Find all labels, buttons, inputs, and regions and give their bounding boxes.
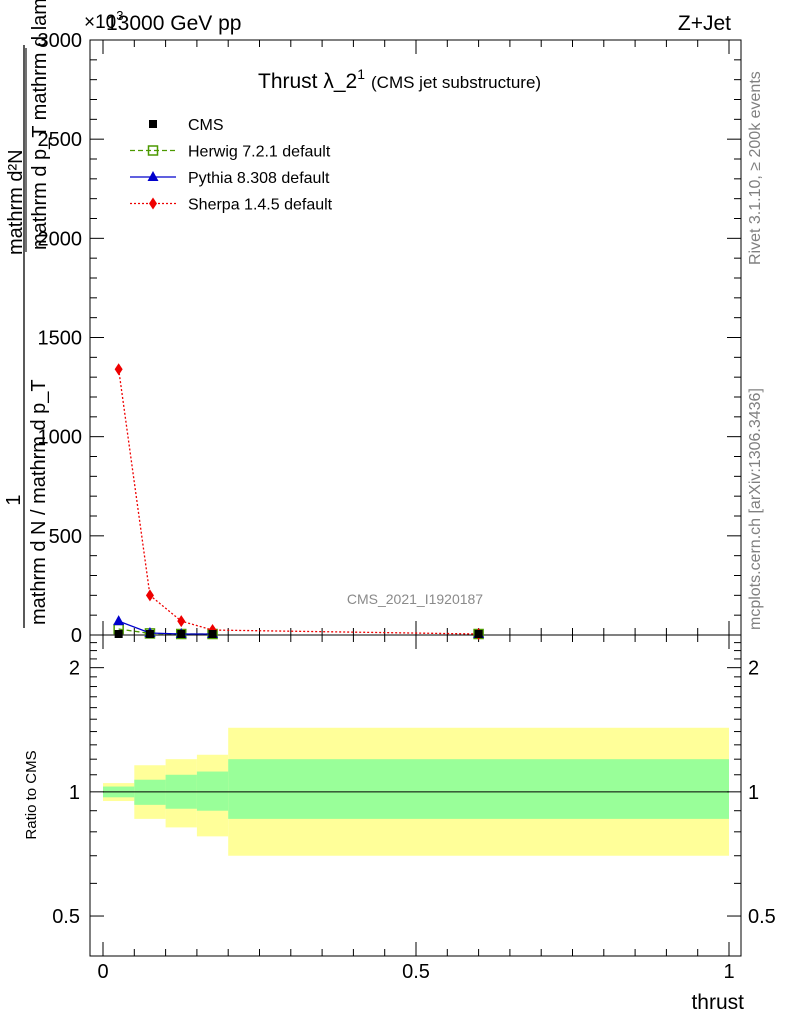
main-y-tick-label: 2000 — [38, 228, 83, 250]
main-y-axis-label: 1 mathrm d N / mathrm d p_T mathrm d²N m… — [3, 0, 51, 628]
plot-title: Thrust λ_21 (CMS jet substructure) — [258, 66, 541, 93]
legend-marker — [149, 120, 157, 128]
series-line — [118, 620, 213, 635]
data-point — [113, 615, 125, 626]
legend-label: Pythia 8.308 default — [188, 170, 330, 187]
x-tick-label: 1 — [723, 961, 734, 983]
ratio-y-tick-label-right: 2 — [748, 658, 759, 680]
main-y-tick-label: 3000 — [38, 30, 83, 52]
legend: CMS Herwig 7.2.1 default Pythia 8.308 defa… — [130, 117, 333, 214]
ylabel-fraction-den: mathrm d p_T mathrm d lambda — [29, 0, 51, 250]
data-point — [474, 630, 483, 638]
ratio-inner-band — [228, 759, 729, 819]
ratio-y-tick-label: 1 — [69, 782, 80, 804]
data-point — [145, 630, 154, 638]
legend-entry: Herwig 7.2.1 default — [130, 144, 331, 161]
legend-marker — [147, 145, 159, 156]
ratio-y-tick-label: 0.5 — [52, 906, 80, 928]
data-point — [177, 630, 186, 638]
x-axis-label: thrust — [691, 991, 744, 1014]
ratio-y-tick-label-right: 1 — [748, 782, 759, 804]
ylabel-fraction-num: mathrm d²N — [5, 149, 27, 255]
ratio-y-tick-label-right: 0.5 — [748, 906, 776, 928]
rivet-side-label: Rivet 3.1.10, ≥ 200k events — [747, 71, 764, 265]
ylabel-denominator: mathrm d N / mathrm d p_T — [28, 379, 50, 625]
main-y-tick-label: 1000 — [38, 427, 83, 449]
data-point — [208, 630, 217, 638]
main-y-tick-label: 500 — [49, 526, 82, 548]
main-y-tick-label: 1500 — [38, 328, 83, 350]
ratio-y-axis-label: Ratio to CMS — [23, 750, 40, 839]
legend-entry: Sherpa 1.4.5 default — [130, 197, 333, 214]
data-point — [145, 589, 154, 602]
data-point — [177, 615, 186, 628]
data-point — [114, 630, 123, 638]
legend-entry: Pythia 8.308 default — [130, 170, 330, 187]
main-y-tick-label: 2500 — [38, 129, 83, 151]
legend-label: Herwig 7.2.1 default — [188, 144, 331, 161]
legend-marker — [147, 171, 159, 181]
ylabel-numerator: 1 — [3, 494, 25, 505]
x-tick-label: 0.5 — [402, 961, 430, 983]
legend-entry: CMS — [149, 117, 224, 134]
header-process: Z+Jet — [678, 12, 731, 35]
series-herwig — [113, 623, 484, 640]
main-y-tick-label: 0 — [71, 625, 82, 647]
analysis-watermark: CMS_2021_I1920187 — [347, 591, 483, 607]
ratio-inner-band — [196, 771, 229, 811]
ratio-y-tick-label: 2 — [69, 658, 80, 680]
x-tick-label: 0 — [97, 961, 108, 983]
legend-label: Sherpa 1.4.5 default — [188, 197, 333, 214]
multiplier-label: ×103 — [84, 8, 123, 33]
header-energy: 13000 GeV pp — [106, 12, 241, 35]
legend-marker — [149, 197, 157, 210]
mcplots-side-label: mcplots.cern.ch [arXiv:1306.3436] — [747, 388, 764, 630]
data-point — [114, 363, 123, 376]
legend-label: CMS — [188, 117, 224, 134]
series-cms — [114, 630, 483, 638]
